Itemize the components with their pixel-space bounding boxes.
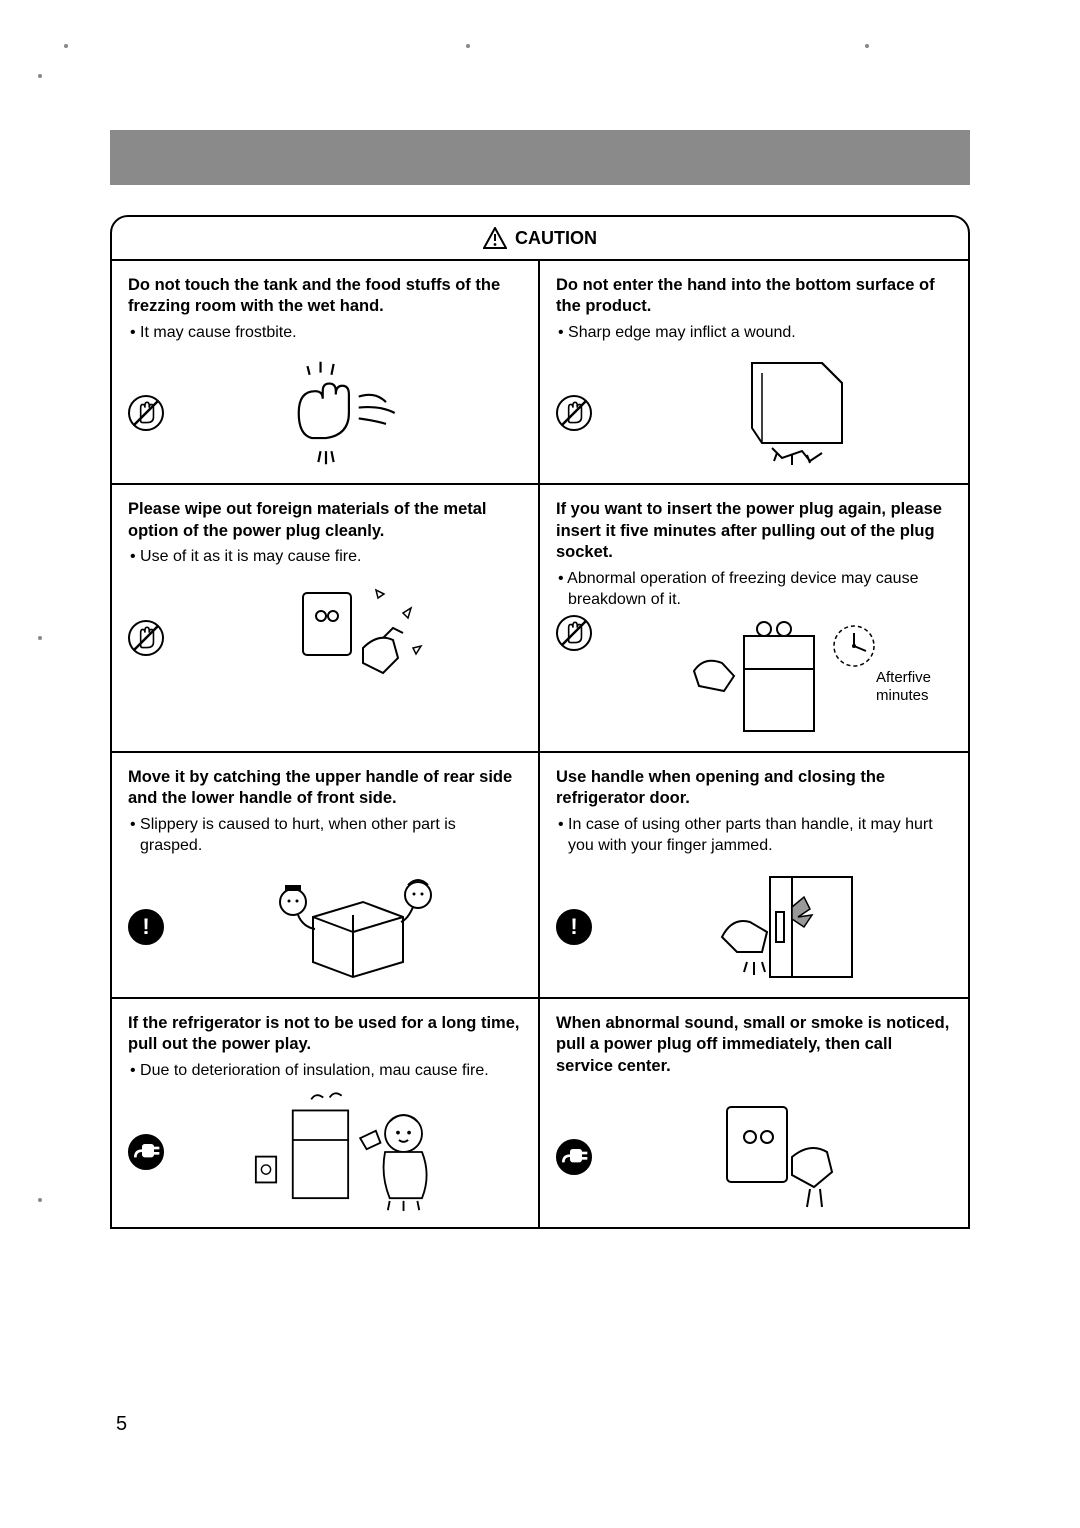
exclaim-icon: !: [128, 909, 164, 945]
exclaim-icon: !: [556, 909, 592, 945]
caution-label: CAUTION: [515, 228, 597, 249]
section-banner: [110, 130, 970, 185]
cell-illustration: Afterfive minutes: [556, 621, 952, 741]
cell-heading: If the refrigerator is not to be used fo…: [128, 1013, 522, 1056]
plug-icon: [128, 1134, 164, 1170]
cell-illustration: [556, 1097, 952, 1217]
cell-illustration: [128, 353, 522, 473]
cell-heading: When abnormal sound, small or smoke is n…: [556, 1013, 952, 1077]
cell-heading: Move it by catching the upper handle of …: [128, 767, 522, 810]
caution-cell: Do not enter the hand into the bottom su…: [540, 261, 968, 485]
cell-illustration: [128, 578, 522, 698]
cell-heading: Please wipe out foreign materials of the…: [128, 499, 522, 542]
plug-icon: [556, 1139, 592, 1175]
caution-panel: CAUTION Do not touch the tank and the fo…: [110, 215, 970, 1229]
caution-cell: Please wipe out foreign materials of the…: [112, 485, 540, 753]
caution-cell: When abnormal sound, small or smoke is n…: [540, 999, 968, 1227]
cell-bullet: • Sharp edge may inflict a wound.: [556, 322, 952, 344]
caution-cell: If the refrigerator is not to be used fo…: [112, 999, 540, 1227]
cell-heading: Do not touch the tank and the food stuff…: [128, 275, 522, 318]
cell-bullet: • In case of using other parts than hand…: [556, 814, 952, 857]
caution-triangle-icon: [483, 227, 507, 249]
cell-bullet: • Due to deterioration of insulation, ma…: [128, 1060, 522, 1082]
cell-heading: Do not enter the hand into the bottom su…: [556, 275, 952, 318]
cell-illustration: !: [556, 867, 952, 987]
manual-page: CAUTION Do not touch the tank and the fo…: [0, 0, 1080, 1528]
no-hand-icon: [556, 395, 592, 431]
cell-heading: If you want to insert the power plug aga…: [556, 499, 952, 563]
cell-bullet: • Slippery is caused to hurt, when other…: [128, 814, 522, 857]
caution-grid: Do not touch the tank and the food stuff…: [112, 261, 968, 1227]
after-five-label: Afterfive minutes: [876, 669, 946, 705]
cell-illustration: !: [128, 867, 522, 987]
cell-bullet: • Abnormal operation of freezing device …: [556, 568, 952, 611]
cell-bullet: • It may cause frostbite.: [128, 322, 522, 344]
no-hand-icon: [128, 395, 164, 431]
cell-illustration: [128, 1092, 522, 1212]
caution-cell: If you want to insert the power plug aga…: [540, 485, 968, 753]
caution-cell: Move it by catching the upper handle of …: [112, 753, 540, 999]
caution-header: CAUTION: [112, 217, 968, 261]
cell-heading: Use handle when opening and closing the …: [556, 767, 952, 810]
page-number: 5: [116, 1413, 127, 1436]
no-hand-icon: [556, 615, 592, 651]
cell-bullet: • Use of it as it is may cause fire.: [128, 546, 522, 568]
caution-cell: Use handle when opening and closing the …: [540, 753, 968, 999]
caution-cell: Do not touch the tank and the food stuff…: [112, 261, 540, 485]
cell-illustration: [556, 353, 952, 473]
no-hand-icon: [128, 620, 164, 656]
